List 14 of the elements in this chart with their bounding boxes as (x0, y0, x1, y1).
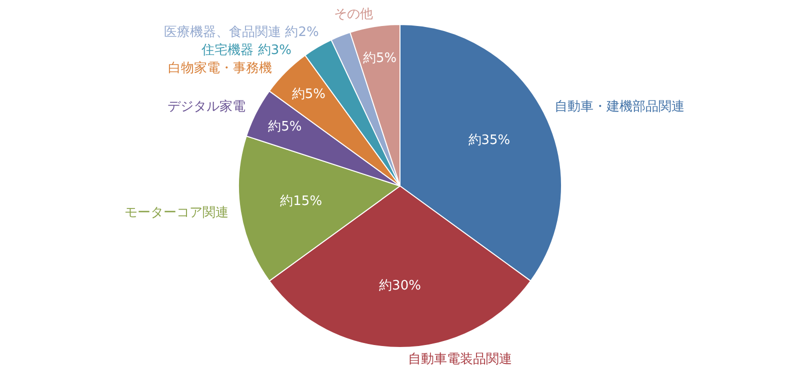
slice-label: 自動車電装品関連 (408, 352, 512, 367)
data-label: 約5% (292, 87, 326, 102)
slice-label: その他 (334, 7, 373, 22)
slice-label: デジタル家電 (167, 98, 246, 115)
data-label: 約5% (268, 120, 302, 135)
data-label: 約15% (280, 194, 322, 210)
data-label: 約30% (379, 278, 421, 294)
slice-label: 医療機器、食品関連 約2% (164, 25, 319, 40)
data-label: 約35% (468, 132, 510, 148)
slice-label: モーターコア関連 (124, 206, 229, 221)
slice-label: 住宅機器 約3% (200, 42, 292, 58)
data-label: 約5% (362, 50, 397, 66)
slice-label: 白物家電・事務機 (168, 60, 272, 76)
slice-label: 自動車・建機部品関連 (554, 100, 685, 115)
